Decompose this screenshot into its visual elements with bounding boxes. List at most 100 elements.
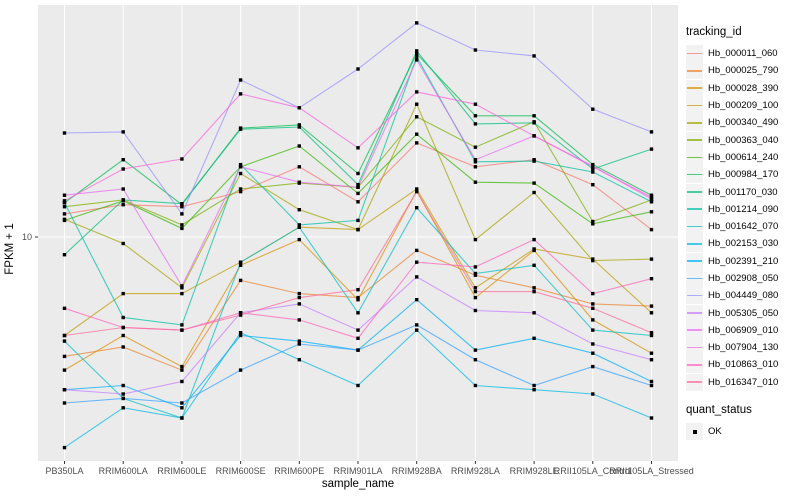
data-point	[180, 416, 184, 420]
legend-item-Hb_016347_010: Hb_016347_010	[686, 373, 798, 391]
legend-key-line-icon	[686, 321, 703, 339]
data-point	[649, 379, 654, 384]
data-point	[121, 406, 125, 410]
data-point	[356, 336, 360, 340]
legend-key-line-icon	[686, 114, 703, 132]
data-point	[473, 286, 478, 290]
data-point	[297, 165, 301, 169]
legend-key-line-icon	[686, 287, 703, 305]
series-color-swatch	[687, 104, 702, 107]
data-point	[121, 383, 125, 388]
legend-item-Hb_001214_090: Hb_001214_090	[686, 200, 798, 218]
data-point	[121, 315, 125, 320]
data-point	[356, 171, 360, 176]
data-point	[180, 205, 184, 209]
series-color-swatch	[687, 156, 702, 159]
data-point	[473, 237, 478, 242]
series-color-swatch	[687, 121, 702, 124]
data-point	[591, 306, 595, 310]
series-color-swatch	[687, 294, 702, 297]
data-point	[238, 162, 243, 167]
data-point	[62, 205, 67, 209]
legend-item-Hb_006909_010: Hb_006909_010	[686, 321, 798, 339]
data-point	[356, 146, 360, 150]
data-point	[238, 260, 243, 264]
data-point	[238, 333, 243, 338]
data-point	[591, 107, 595, 111]
legend-key-line-icon	[686, 356, 703, 374]
legend-item-Hb_000028_390: Hb_000028_390	[686, 79, 798, 97]
legend-item-label: Hb_000025_790	[708, 65, 779, 77]
x-tick-label: RRII105LA_Stressed	[609, 466, 694, 476]
data-point	[415, 55, 419, 59]
data-point	[649, 197, 654, 201]
data-point	[649, 277, 654, 281]
data-point	[180, 379, 184, 384]
legend-item-label: Hb_000028_390	[708, 82, 779, 94]
data-point	[473, 383, 478, 388]
legend-item-Hb_000025_790: Hb_000025_790	[686, 62, 798, 80]
data-point	[532, 311, 536, 315]
data-point	[180, 328, 184, 332]
data-point	[415, 260, 419, 264]
data-point	[121, 158, 125, 162]
data-point	[591, 318, 595, 322]
data-point	[297, 125, 301, 129]
data-point	[180, 323, 184, 327]
data-point	[180, 223, 184, 227]
data-point	[473, 165, 478, 169]
data-point	[297, 291, 301, 296]
data-point	[649, 304, 654, 308]
x-tick-label: RRIM600SE	[216, 466, 266, 476]
data-point	[415, 141, 419, 145]
legend-item-label: Hb_006909_010	[708, 324, 779, 336]
data-point	[415, 90, 419, 94]
data-point	[415, 49, 419, 53]
data-point	[121, 167, 125, 171]
data-point	[121, 291, 125, 296]
legend-item-label: OK	[708, 426, 722, 438]
data-point	[473, 295, 478, 300]
data-point	[649, 351, 654, 355]
data-point	[473, 358, 478, 362]
series-color-swatch	[687, 277, 702, 280]
data-point	[473, 348, 478, 352]
data-point	[649, 257, 654, 261]
series-color-swatch	[687, 191, 702, 193]
black-square-point-icon	[692, 429, 697, 434]
data-point	[532, 263, 536, 267]
series-color-swatch	[687, 312, 702, 314]
data-point	[591, 291, 595, 296]
data-point	[297, 144, 301, 148]
data-point	[297, 302, 301, 306]
data-point	[591, 170, 595, 174]
data-point	[121, 392, 125, 396]
legend-item-Hb_000984_170: Hb_000984_170	[686, 166, 798, 184]
series-color-swatch	[687, 225, 702, 228]
data-point	[415, 206, 419, 210]
x-tick-label: RRIM600LA	[99, 466, 148, 476]
data-point	[62, 339, 67, 343]
data-point	[532, 286, 536, 290]
data-point	[62, 354, 67, 359]
data-point	[121, 130, 125, 134]
data-point	[591, 258, 595, 263]
legend-item-Hb_000011_060: Hb_000011_060	[686, 45, 798, 63]
series-color-swatch	[687, 243, 702, 245]
data-point	[62, 401, 67, 405]
data-point	[415, 323, 419, 327]
data-point	[180, 291, 184, 296]
legend-item-Hb_000614_240: Hb_000614_240	[686, 148, 798, 166]
data-point	[297, 223, 301, 227]
data-point	[591, 165, 595, 169]
data-point	[180, 364, 184, 369]
legend-item-Hb_002153_030: Hb_002153_030	[686, 235, 798, 253]
data-point	[238, 278, 243, 283]
data-point	[297, 123, 301, 127]
data-point	[591, 222, 595, 226]
data-point	[356, 383, 360, 388]
data-point	[473, 145, 478, 149]
data-point	[473, 48, 478, 52]
